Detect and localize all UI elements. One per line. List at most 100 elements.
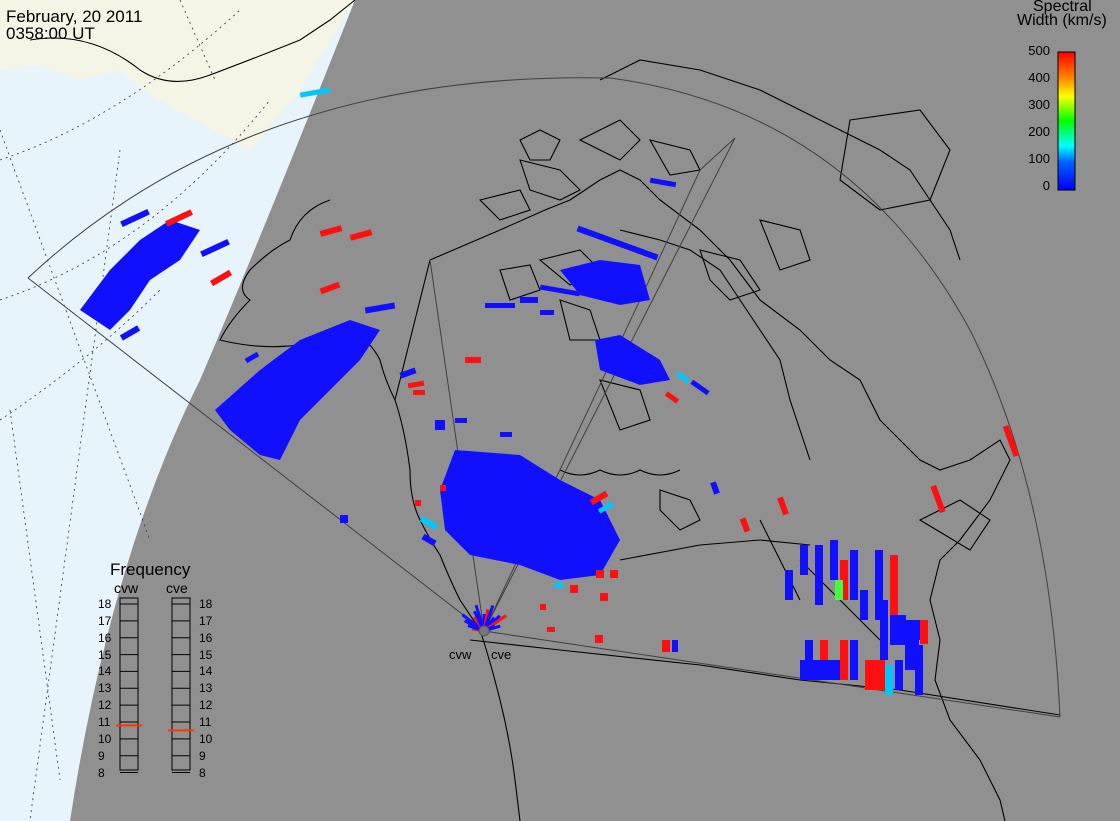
frequency-tick-label: 10 bbox=[98, 731, 112, 746]
echo-cell bbox=[915, 645, 923, 695]
echo-cell bbox=[860, 590, 868, 620]
frequency-tick-label: 9 bbox=[98, 748, 105, 763]
sunlit-land bbox=[0, 0, 355, 150]
colorbar bbox=[1057, 51, 1076, 191]
echo-cell bbox=[850, 550, 858, 600]
echo-cell bbox=[419, 515, 439, 531]
frequency-ticks bbox=[120, 603, 190, 774]
echo-cell bbox=[596, 570, 604, 578]
echo-cell bbox=[850, 640, 858, 680]
echo-cell bbox=[364, 302, 396, 314]
echo-cell bbox=[589, 490, 609, 506]
frequency-tick-label: 15 bbox=[199, 647, 213, 662]
echo-cell bbox=[465, 357, 481, 363]
frequency-tick-label: 18 bbox=[199, 597, 213, 611]
frequency-tick-label: 16 bbox=[199, 630, 213, 645]
frequency-radar-label-cvw: cvw bbox=[114, 580, 139, 596]
frequency-title: Frequency bbox=[110, 560, 191, 579]
echo-cell bbox=[840, 560, 848, 600]
frequency-tick-label: 15 bbox=[98, 647, 112, 662]
echo-cell bbox=[407, 380, 425, 389]
echo-cell bbox=[209, 269, 233, 287]
echo-cell bbox=[880, 600, 888, 660]
echo-cell bbox=[200, 238, 230, 258]
frequency-tick-label: 13 bbox=[98, 681, 112, 696]
echo-cell bbox=[435, 420, 445, 430]
echo-cell bbox=[690, 379, 710, 396]
colorbar-tick-label: 500 bbox=[1028, 43, 1050, 58]
echo-cell bbox=[664, 391, 680, 404]
frequency-tick-label: 12 bbox=[98, 698, 112, 713]
echo-cell bbox=[520, 297, 538, 303]
frequency-tick-label: 17 bbox=[98, 613, 112, 628]
echo-cell bbox=[672, 640, 678, 652]
echo-cell bbox=[165, 209, 193, 227]
frequency-tick-label: 9 bbox=[199, 748, 206, 763]
time-label: 0358:00 UT bbox=[6, 24, 95, 43]
echo-cell bbox=[777, 496, 789, 516]
echo-cell bbox=[570, 585, 578, 593]
echo-cell bbox=[835, 580, 843, 600]
echo-cell bbox=[540, 604, 546, 610]
echo-cell bbox=[840, 640, 848, 680]
colorbar-tick-label: 300 bbox=[1028, 97, 1050, 112]
echo-cell bbox=[1002, 424, 1020, 458]
echo-cell bbox=[555, 582, 563, 588]
echo-cell bbox=[349, 229, 373, 241]
echo-cell bbox=[820, 640, 828, 670]
echo-cell bbox=[413, 390, 425, 395]
frequency-tick-label: 16 bbox=[98, 630, 112, 645]
echo-cell bbox=[319, 281, 341, 295]
frequency-radar-label-cve: cve bbox=[166, 580, 188, 596]
frequency-tick-label: 13 bbox=[199, 681, 213, 696]
echo-cell bbox=[455, 418, 467, 423]
radar-fov-outline bbox=[27, 77, 1061, 718]
radar-returns bbox=[80, 87, 1020, 695]
frequency-tick-label: 14 bbox=[98, 664, 112, 679]
night-shading bbox=[70, 0, 1120, 821]
echo-cell bbox=[274, 357, 288, 368]
frequency-tick-label: 18 bbox=[98, 597, 112, 611]
frequency-tick-label: 8 bbox=[98, 765, 105, 780]
colorbar-tick-label: 200 bbox=[1028, 124, 1050, 139]
echo-cell bbox=[539, 284, 581, 297]
echo-cell bbox=[890, 555, 898, 615]
echo-cell bbox=[244, 351, 260, 364]
graticule bbox=[0, 0, 271, 821]
echo-cell bbox=[830, 540, 838, 580]
frequency-tick-label: 10 bbox=[199, 731, 213, 746]
echo-cell bbox=[597, 501, 615, 514]
echo-cell bbox=[905, 620, 921, 640]
echo-cell bbox=[885, 665, 893, 695]
echo-cell bbox=[399, 367, 417, 379]
frequency-bar-cvw bbox=[119, 597, 139, 771]
echo-cell bbox=[865, 660, 875, 690]
echo-cell bbox=[576, 225, 659, 261]
frequency-tick-label: 12 bbox=[199, 698, 213, 713]
coastlines bbox=[29, 0, 1061, 821]
echo-cell bbox=[800, 545, 808, 575]
echo-cell bbox=[610, 570, 618, 578]
frequency-tick-label: 11 bbox=[199, 714, 212, 729]
echo-cell bbox=[600, 515, 608, 523]
echo-cell bbox=[930, 484, 946, 514]
colorbar-tick-label: 100 bbox=[1028, 151, 1050, 166]
echo-region bbox=[595, 335, 670, 385]
frequency-tick-label: 8 bbox=[199, 765, 206, 780]
echo-cell bbox=[800, 660, 840, 680]
frequency-bar-cve bbox=[171, 597, 191, 771]
echo-cell bbox=[421, 533, 437, 547]
echo-cell bbox=[485, 303, 515, 308]
echo-cell bbox=[710, 481, 720, 495]
echo-cell bbox=[895, 660, 903, 690]
echo-cell bbox=[890, 615, 906, 645]
radar-site-label-cve: cve bbox=[491, 647, 512, 662]
echo-cell bbox=[547, 627, 555, 632]
echo-cell bbox=[649, 177, 677, 188]
frequency-tick-label: 17 bbox=[199, 613, 213, 628]
echo-cell bbox=[675, 371, 691, 384]
echo-cell bbox=[540, 310, 554, 315]
colorbar-tick-label: 0 bbox=[1042, 178, 1050, 193]
